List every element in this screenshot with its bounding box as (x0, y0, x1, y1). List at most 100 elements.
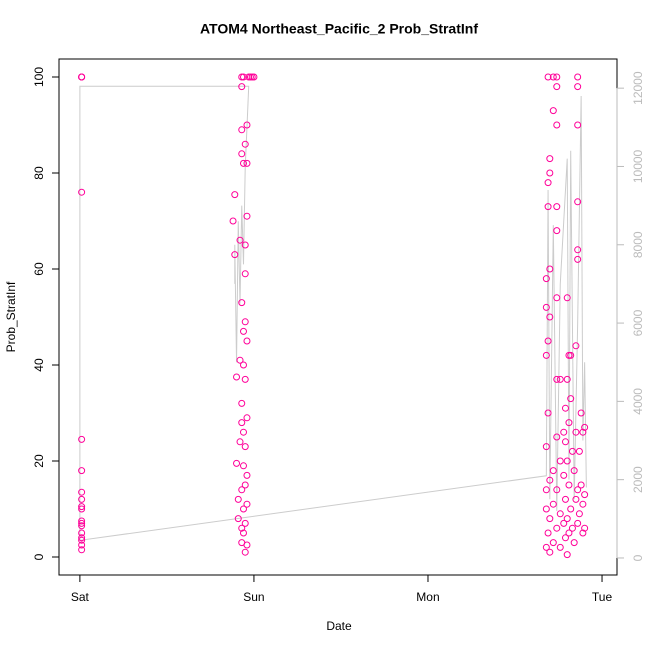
point (78, 546, 86, 554)
y-tick-label: 0 (32, 553, 46, 560)
point (549, 107, 557, 115)
point (572, 428, 580, 436)
point (561, 495, 569, 503)
point (581, 423, 589, 431)
point (560, 519, 568, 527)
point (567, 351, 575, 359)
point (241, 548, 249, 556)
point (577, 481, 585, 489)
point (560, 428, 568, 436)
point (553, 73, 561, 81)
point (542, 486, 550, 494)
point (553, 203, 561, 211)
point (574, 255, 582, 263)
point (570, 539, 578, 547)
point (239, 159, 247, 167)
point (556, 375, 564, 383)
point (78, 505, 86, 513)
point (238, 150, 246, 158)
x-tick-label: Sun (243, 590, 264, 604)
point (556, 457, 564, 465)
chart-title: ATOM4 Northeast_Pacific_2 Prob_StratInf (200, 21, 478, 37)
point (238, 419, 246, 427)
point (239, 529, 247, 537)
point (238, 126, 246, 134)
point (575, 510, 583, 518)
point (241, 375, 249, 383)
point (549, 467, 557, 475)
point (229, 217, 237, 225)
point (231, 251, 239, 259)
point (575, 447, 583, 455)
x-axis-label: Date (326, 619, 352, 633)
point (241, 270, 249, 278)
point (565, 529, 573, 537)
point (561, 404, 569, 412)
point (574, 486, 582, 494)
point (241, 443, 249, 451)
point (563, 515, 571, 523)
point (78, 536, 86, 544)
point (78, 495, 86, 503)
point (78, 522, 86, 530)
point (236, 356, 244, 364)
point (546, 169, 554, 177)
y-tick-label: 80 (32, 166, 46, 180)
secondary-line (79, 85, 587, 541)
y2-tick-label: 6000 (631, 309, 645, 336)
point (568, 524, 576, 532)
point (544, 409, 552, 417)
point (243, 500, 251, 508)
point (234, 515, 242, 523)
point (241, 140, 249, 148)
point (78, 188, 86, 196)
point (542, 351, 550, 359)
point (243, 471, 251, 479)
point (577, 409, 585, 417)
point (570, 467, 578, 475)
x-tick-label: Tue (592, 590, 613, 604)
point (549, 500, 557, 508)
point (553, 121, 561, 129)
point (78, 435, 86, 443)
point (236, 438, 244, 446)
point (567, 395, 575, 403)
point (572, 342, 580, 350)
point (243, 541, 251, 549)
point (542, 303, 550, 311)
point (556, 510, 564, 518)
point (542, 275, 550, 283)
point (546, 313, 554, 321)
point (78, 519, 86, 527)
point (239, 73, 247, 81)
point (238, 486, 246, 494)
point (239, 505, 247, 513)
point (574, 73, 582, 81)
y-tick-label: 100 (32, 67, 46, 87)
y2-tick-label: 12000 (631, 71, 645, 105)
x-tick-label: Sat (71, 590, 90, 604)
point (556, 543, 564, 551)
point (236, 236, 244, 244)
point (78, 517, 86, 525)
point (553, 227, 561, 235)
point (78, 73, 86, 81)
point (78, 534, 86, 542)
point (243, 337, 251, 345)
point (574, 83, 582, 91)
point (546, 155, 554, 163)
point (78, 541, 86, 549)
point (574, 198, 582, 206)
point (78, 467, 86, 475)
point (243, 414, 251, 422)
point (563, 551, 571, 559)
point (233, 459, 241, 467)
point (78, 503, 86, 511)
point (579, 529, 587, 537)
point (574, 519, 582, 527)
y2-tick-label: 10000 (631, 149, 645, 183)
y2-tick-label: 2000 (631, 466, 645, 493)
point (544, 337, 552, 345)
point (542, 505, 550, 513)
